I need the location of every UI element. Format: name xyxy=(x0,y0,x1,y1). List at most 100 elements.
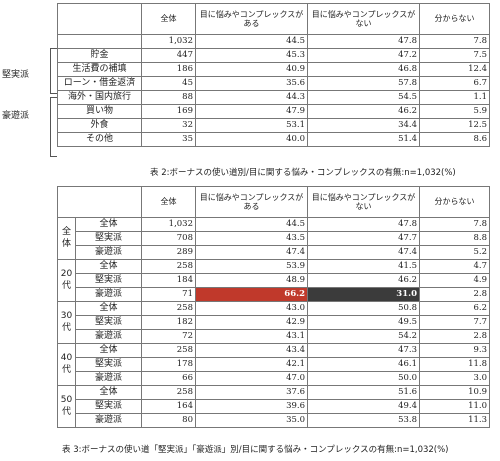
t1-header-nothave: 目に悩みやコンプレックスがない xyxy=(307,3,420,35)
cell: 35 xyxy=(141,132,196,147)
group-label-50s: 50代 xyxy=(57,385,76,428)
cell: 57.8 xyxy=(307,76,420,91)
cell: 72 xyxy=(141,329,196,344)
cell: 66 xyxy=(141,371,196,386)
t2-header-unknown: 分からない xyxy=(419,186,490,218)
t1-header-total: 全体 xyxy=(141,3,196,35)
cell: 41.5 xyxy=(307,259,420,274)
group-label-all: 全体 xyxy=(57,217,76,260)
table-1: 全体 目に悩みやコンプレックスがある 目に悩みやコンプレックスがない 分からない… xyxy=(57,3,490,147)
table-row-label: 堅実派 xyxy=(75,315,142,330)
cell: 46.1 xyxy=(307,357,420,372)
cell: 6.7 xyxy=(419,76,490,91)
t2-header-total: 全体 xyxy=(141,186,196,218)
cell: 47.8 xyxy=(307,217,420,232)
cell: 35.0 xyxy=(195,413,308,428)
cell: 2.8 xyxy=(419,329,490,344)
table-row-label: 豪遊派 xyxy=(75,245,142,260)
group-bracket-gouyuu xyxy=(50,97,57,157)
cell: 45 xyxy=(141,76,196,91)
cell: 44.5 xyxy=(195,34,308,49)
t1-header-have: 目に悩みやコンプレックスがある xyxy=(195,3,308,35)
cell: 48.9 xyxy=(195,273,308,288)
cell: 42.9 xyxy=(195,315,308,330)
cell: 42.1 xyxy=(195,357,308,372)
cell: 46.2 xyxy=(307,273,420,288)
t1-header-unknown: 分からない xyxy=(419,3,490,35)
cell: 2.8 xyxy=(419,287,490,302)
cell: 53.9 xyxy=(195,259,308,274)
cell: 3.0 xyxy=(419,371,490,386)
table-row-label: 豪遊派 xyxy=(75,329,142,344)
cell: 182 xyxy=(141,315,196,330)
cell: 8.8 xyxy=(419,231,490,246)
cell: 50.8 xyxy=(307,301,420,316)
table-row-label: 生活費の補填 xyxy=(57,62,142,77)
cell: 35.6 xyxy=(195,76,308,91)
cell: 46.8 xyxy=(307,62,420,77)
cell: 708 xyxy=(141,231,196,246)
cell: 7.5 xyxy=(419,48,490,63)
cell: 5.9 xyxy=(419,104,490,119)
group-label-30s: 30代 xyxy=(57,301,76,344)
group-label-40s: 40代 xyxy=(57,343,76,386)
cell: 80 xyxy=(141,413,196,428)
cell: 47.8 xyxy=(307,34,420,49)
table-row-label: 買い物 xyxy=(57,104,142,119)
table-row-label: 全体 xyxy=(75,301,142,316)
cell: 53.1 xyxy=(195,118,308,133)
cell: 44.3 xyxy=(195,90,308,105)
table-row-label: 堅実派 xyxy=(75,273,142,288)
cell: 43.5 xyxy=(195,231,308,246)
cell: 43.1 xyxy=(195,329,308,344)
cell: 7.8 xyxy=(419,217,490,232)
cell: 47.3 xyxy=(307,343,420,358)
cell: 7.8 xyxy=(419,34,490,49)
t2-header-have: 目に悩みやコンプレックスがある xyxy=(195,186,308,218)
cell: 5.2 xyxy=(419,245,490,260)
cell: 37.6 xyxy=(195,385,308,400)
cell: 164 xyxy=(141,399,196,414)
cell: 49.5 xyxy=(307,315,420,330)
table-1-caption: 表 2:ボーナスの使い道別/目に関する悩み・コンプレックスの有無:n=1,032… xyxy=(150,168,456,178)
cell: 40.0 xyxy=(195,132,308,147)
cell: 45.3 xyxy=(195,48,308,63)
cell: 1,032 xyxy=(141,217,196,232)
cell: 11.3 xyxy=(419,413,490,428)
cell: 88 xyxy=(141,90,196,105)
table-row-label: ローン・借金返済 xyxy=(57,76,142,91)
table-row-label: 堅実派 xyxy=(75,357,142,372)
table-1-corner xyxy=(57,3,142,35)
cell: 43.4 xyxy=(195,343,308,358)
cell: 47.7 xyxy=(307,231,420,246)
highlight-cell-high: 66.2 xyxy=(195,287,308,302)
table-row-label: 堅実派 xyxy=(75,399,142,414)
table-row-label: 豪遊派 xyxy=(75,413,142,428)
table-row-label: 全体 xyxy=(75,343,142,358)
cell: 71 xyxy=(141,287,196,302)
group-label-gouyuu: 豪遊派 xyxy=(2,111,30,121)
cell: 39.6 xyxy=(195,399,308,414)
cell: 47.9 xyxy=(195,104,308,119)
cell: 10.9 xyxy=(419,385,490,400)
table-row-label: 豪遊派 xyxy=(75,371,142,386)
cell: 178 xyxy=(141,357,196,372)
cell: 47.4 xyxy=(307,245,420,260)
table-2: 全体 目に悩みやコンプレックスがある 目に悩みやコンプレックスがない 分からない… xyxy=(57,186,490,428)
cell: 53.8 xyxy=(307,413,420,428)
cell: 258 xyxy=(141,385,196,400)
cell: 6.2 xyxy=(419,301,490,316)
group-label-kenjitsu: 堅実派 xyxy=(2,70,30,80)
cell: 258 xyxy=(141,343,196,358)
cell: 32 xyxy=(141,118,196,133)
highlight-cell-low: 31.0 xyxy=(307,287,420,302)
table-row-label: 豪遊派 xyxy=(75,287,142,302)
group-label-20s: 20代 xyxy=(57,259,76,302)
cell: 12.4 xyxy=(419,62,490,77)
cell: 47.0 xyxy=(195,371,308,386)
cell: 47.2 xyxy=(307,48,420,63)
cell: 8.6 xyxy=(419,132,490,147)
cell: 51.6 xyxy=(307,385,420,400)
table-row-label: 堅実派 xyxy=(75,231,142,246)
cell: 7.7 xyxy=(419,315,490,330)
